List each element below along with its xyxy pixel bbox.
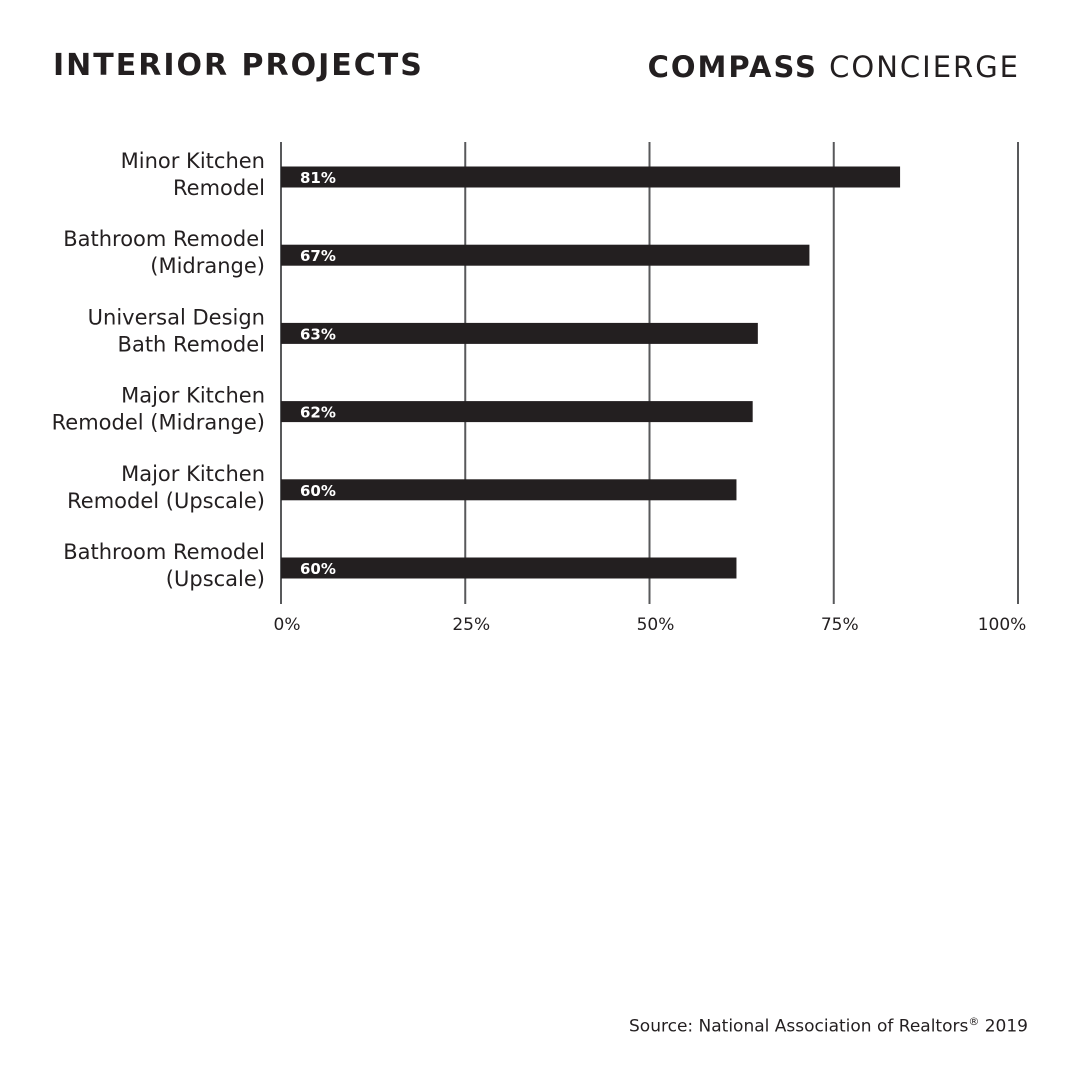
bar bbox=[281, 322, 758, 344]
x-axis-tick-labels: 0% 25% 50% 75% 100% bbox=[274, 615, 1027, 635]
bar bbox=[281, 479, 737, 501]
brand-logo: COMPASS CONCIERGE bbox=[648, 46, 1020, 88]
bar bbox=[281, 401, 753, 423]
category-label: (Upscale) bbox=[166, 567, 265, 591]
source-year: 2019 bbox=[984, 1016, 1028, 1037]
x-tick-label: 50% bbox=[637, 615, 675, 635]
bar-value-label: 67% bbox=[300, 247, 336, 265]
brand-name-compass: COMPASS bbox=[647, 50, 818, 84]
grid-lines bbox=[280, 142, 1019, 604]
brand-name-concierge: CONCIERGE bbox=[829, 50, 1020, 84]
category-label: Remodel (Midrange) bbox=[52, 411, 265, 435]
bars: 81% 67% 63% 62% 60% 60% bbox=[281, 166, 901, 579]
bar bbox=[281, 557, 737, 579]
category-label: Major Kitchen bbox=[121, 462, 265, 486]
category-label: (Midrange) bbox=[150, 254, 265, 278]
bar-value-label: 60% bbox=[300, 482, 336, 500]
category-label: Remodel bbox=[173, 176, 265, 200]
category-label: Bathroom Remodel bbox=[63, 540, 265, 564]
category-labels: Minor Kitchen Remodel Bathroom Remodel (Mid… bbox=[52, 149, 265, 591]
category-label: Major Kitchen bbox=[121, 384, 265, 408]
x-tick-label: 0% bbox=[274, 615, 301, 635]
category-label: Universal Design bbox=[88, 305, 265, 329]
registered-mark: ® bbox=[968, 1015, 980, 1028]
bar bbox=[281, 166, 901, 188]
category-label: Minor Kitchen bbox=[121, 149, 265, 173]
bar bbox=[281, 244, 810, 266]
x-tick-label: 75% bbox=[821, 615, 859, 635]
category-label: Remodel (Upscale) bbox=[67, 489, 265, 513]
bar-value-label: 62% bbox=[300, 404, 336, 422]
category-label: Bathroom Remodel bbox=[63, 227, 265, 251]
x-tick-label: 100% bbox=[978, 615, 1027, 635]
bar-value-label: 60% bbox=[300, 560, 336, 578]
source-text: Source: National Association of Realtors bbox=[629, 1016, 969, 1037]
source-note: Source: National Association of Realtors… bbox=[629, 1015, 1028, 1037]
bar-value-label: 63% bbox=[300, 325, 336, 343]
x-tick-label: 25% bbox=[452, 615, 490, 635]
category-label: Bath Remodel bbox=[118, 332, 265, 356]
bar-value-label: 81% bbox=[300, 169, 336, 187]
bar-chart: 81% 67% 63% 62% 60% 60% Minor Kitchen Remodel B… bbox=[52, 142, 1027, 635]
chart-title: INTERIOR PROJECTS bbox=[53, 48, 424, 83]
